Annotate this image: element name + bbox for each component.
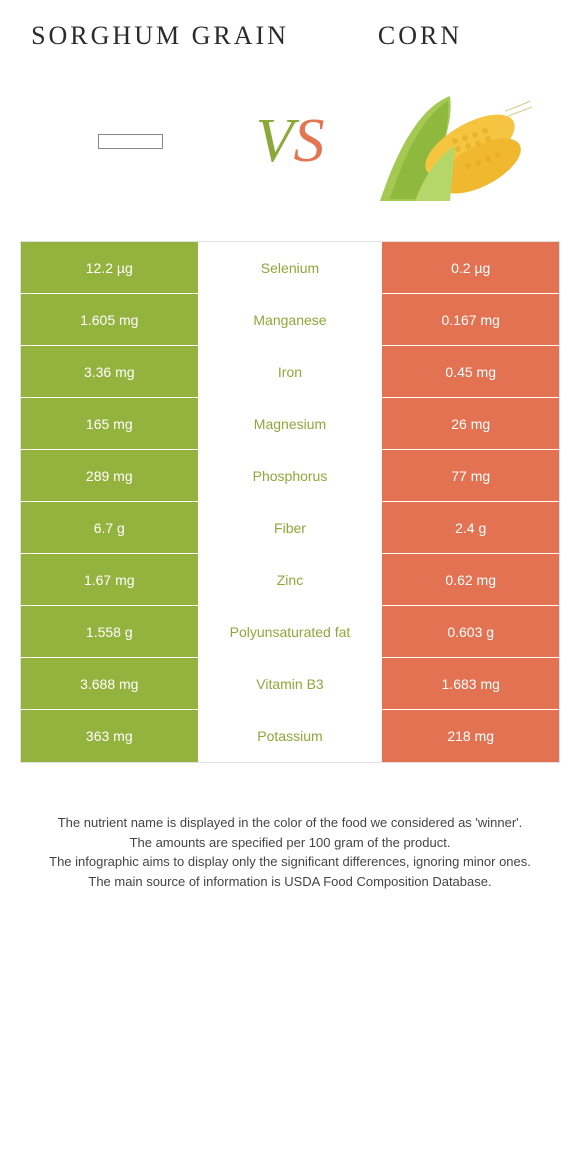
footer-line-2: The amounts are specified per 100 gram o… <box>30 833 550 853</box>
vs-label: VS <box>230 106 350 177</box>
left-value: 289 mg <box>21 450 199 501</box>
table-row: 3.688 mgVitamin B31.683 mg <box>21 658 559 710</box>
right-image-area <box>350 71 550 211</box>
left-value: 3.36 mg <box>21 346 199 397</box>
nutrient-label: Zinc <box>199 554 382 605</box>
right-value: 1.683 mg <box>381 658 559 709</box>
table-row: 3.36 mgIron0.45 mg <box>21 346 559 398</box>
footer-line-1: The nutrient name is displayed in the co… <box>30 813 550 833</box>
header-left: Sorghum grain <box>30 20 290 51</box>
comparison-table: 12.2 µgSelenium0.2 µg1.605 mgManganese0.… <box>20 241 560 763</box>
right-value: 0.167 mg <box>381 294 559 345</box>
right-value: 218 mg <box>381 710 559 762</box>
right-food-title: Corn <box>290 20 550 51</box>
left-value: 3.688 mg <box>21 658 199 709</box>
left-food-title: Sorghum grain <box>30 20 290 51</box>
table-row: 6.7 gFiber2.4 g <box>21 502 559 554</box>
nutrient-label: Magnesium <box>199 398 382 449</box>
footer-line-4: The main source of information is USDA F… <box>30 872 550 892</box>
nutrient-label: Iron <box>199 346 382 397</box>
left-value: 1.558 g <box>21 606 199 657</box>
left-value: 6.7 g <box>21 502 199 553</box>
right-value: 0.603 g <box>381 606 559 657</box>
table-row: 1.605 mgManganese0.167 mg <box>21 294 559 346</box>
right-value: 2.4 g <box>381 502 559 553</box>
corn-icon <box>360 71 540 211</box>
vs-s: S <box>293 107 324 175</box>
vs-row: VS <box>0 61 580 241</box>
right-value: 77 mg <box>381 450 559 501</box>
left-value: 1.605 mg <box>21 294 199 345</box>
footer-line-3: The infographic aims to display only the… <box>30 852 550 872</box>
header-right: Corn <box>290 20 550 51</box>
right-value: 0.2 µg <box>381 242 559 293</box>
nutrient-label: Selenium <box>199 242 382 293</box>
left-value: 165 mg <box>21 398 199 449</box>
nutrient-label: Potassium <box>199 710 382 762</box>
right-value: 26 mg <box>381 398 559 449</box>
footer-notes: The nutrient name is displayed in the co… <box>0 763 580 891</box>
right-value: 0.45 mg <box>381 346 559 397</box>
left-value: 1.67 mg <box>21 554 199 605</box>
nutrient-label: Vitamin B3 <box>199 658 382 709</box>
table-row: 289 mgPhosphorus77 mg <box>21 450 559 502</box>
header: Sorghum grain Corn <box>0 0 580 61</box>
table-row: 363 mgPotassium218 mg <box>21 710 559 762</box>
sorghum-placeholder-icon <box>98 134 163 149</box>
nutrient-label: Manganese <box>199 294 382 345</box>
table-row: 1.67 mgZinc0.62 mg <box>21 554 559 606</box>
left-value: 12.2 µg <box>21 242 199 293</box>
table-row: 1.558 gPolyunsaturated fat0.603 g <box>21 606 559 658</box>
nutrient-label: Polyunsaturated fat <box>199 606 382 657</box>
nutrient-label: Phosphorus <box>199 450 382 501</box>
table-row: 12.2 µgSelenium0.2 µg <box>21 242 559 294</box>
right-value: 0.62 mg <box>381 554 559 605</box>
left-value: 363 mg <box>21 710 199 762</box>
table-row: 165 mgMagnesium26 mg <box>21 398 559 450</box>
nutrient-label: Fiber <box>199 502 382 553</box>
vs-v: V <box>256 107 294 175</box>
left-image-area <box>30 134 230 149</box>
